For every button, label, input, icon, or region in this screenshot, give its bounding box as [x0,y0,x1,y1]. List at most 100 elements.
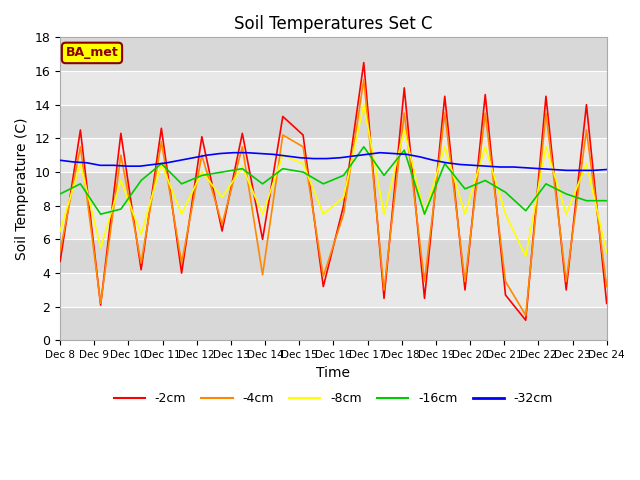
-32cm [603,167,611,172]
-32cm [150,162,157,168]
-4cm [420,278,428,284]
-32cm [363,152,371,157]
-32cm [283,153,291,159]
-4cm [178,260,186,266]
-32cm [563,168,570,173]
-32cm [70,159,77,165]
-8cm [563,211,570,217]
Bar [60,273,607,307]
-32cm [109,162,117,168]
-8cm [481,144,489,150]
-2cm [380,296,388,301]
-32cm [216,151,224,156]
-16cm [401,147,408,153]
-16cm [319,181,327,187]
-32cm [96,162,104,168]
-2cm [239,131,246,136]
-32cm [429,157,437,163]
Title: Soil Temperatures Set C: Soil Temperatures Set C [234,15,433,33]
-32cm [536,166,544,171]
-32cm [349,153,357,159]
-2cm [97,302,104,308]
-32cm [456,162,464,168]
-32cm [550,167,557,172]
-4cm [117,152,125,158]
-2cm [56,258,64,264]
-8cm [97,245,104,251]
-8cm [401,127,408,133]
-8cm [441,144,449,150]
-16cm [117,206,125,212]
-8cm [603,250,611,256]
-2cm [582,102,590,108]
-32cm [296,155,304,161]
Line: -2cm: -2cm [60,62,607,320]
-4cm [461,278,469,284]
-16cm [198,172,205,178]
Bar [60,206,607,240]
-8cm [77,161,84,167]
-16cm [77,181,84,187]
-16cm [582,198,590,204]
-2cm [279,114,287,120]
-16cm [522,208,529,214]
-16cm [603,198,611,204]
-2cm [300,132,307,138]
-2cm [420,296,428,301]
-32cm [83,160,91,166]
-16cm [157,161,165,167]
-16cm [259,181,266,187]
-32cm [243,150,251,156]
-8cm [582,161,590,167]
-8cm [157,161,165,167]
-16cm [380,172,388,178]
-32cm [176,157,184,163]
Bar [60,138,607,172]
-2cm [218,228,226,234]
-4cm [360,76,367,82]
-32cm [56,157,64,163]
Bar [60,71,607,105]
-4cm [401,110,408,116]
-8cm [420,211,428,217]
-32cm [310,156,317,161]
-32cm [509,164,517,170]
Line: -16cm: -16cm [60,147,607,214]
-16cm [563,191,570,197]
-32cm [256,151,264,156]
Y-axis label: Soil Temperature (C): Soil Temperature (C) [15,118,29,260]
-8cm [542,144,550,150]
-32cm [189,155,197,161]
-8cm [461,211,469,217]
-4cm [340,211,348,217]
-32cm [376,150,384,156]
-2cm [319,284,327,289]
-32cm [496,164,504,170]
-4cm [259,272,266,277]
-16cm [56,191,64,197]
Legend: -2cm, -4cm, -8cm, -16cm, -32cm: -2cm, -4cm, -8cm, -16cm, -32cm [109,387,558,410]
-16cm [300,169,307,175]
-16cm [461,186,469,192]
-16cm [502,190,509,195]
-32cm [523,165,531,171]
-4cm [441,110,449,116]
-32cm [470,162,477,168]
-8cm [502,211,509,217]
-16cm [420,211,428,217]
-32cm [269,152,277,157]
Line: -4cm: -4cm [60,79,607,315]
-8cm [259,211,266,217]
-32cm [483,163,490,169]
-32cm [336,155,344,161]
-2cm [198,134,205,140]
-8cm [239,164,246,170]
Line: -8cm: -8cm [60,105,607,256]
-2cm [481,92,489,97]
-32cm [589,168,597,173]
-8cm [340,194,348,200]
-4cm [481,110,489,116]
-8cm [117,178,125,183]
-16cm [138,178,145,183]
-4cm [502,278,509,284]
